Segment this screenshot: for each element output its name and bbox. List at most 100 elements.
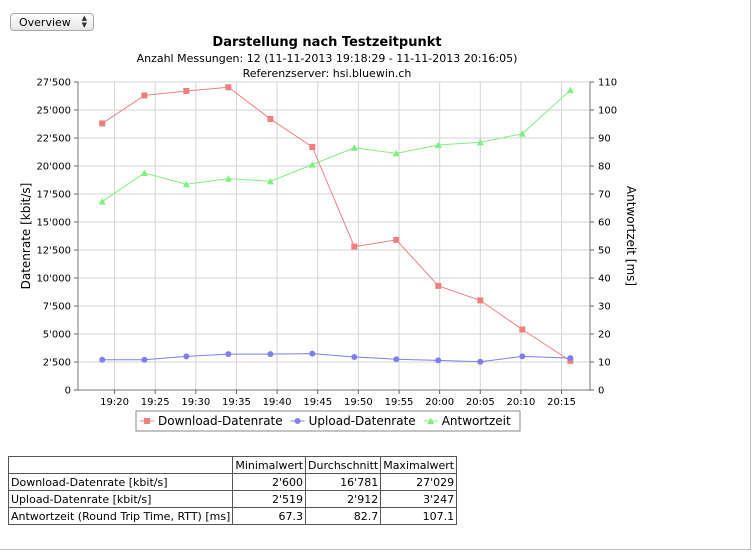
y-tick-label: 7'500	[43, 302, 71, 313]
max-value: 107.1	[380, 507, 458, 525]
data-point	[98, 198, 106, 205]
legend-marker	[427, 417, 435, 424]
x-tick-label: 19:20	[100, 397, 129, 408]
axes: 0 2'500 5'000 7'500 10'000 12'500 15'000 17'500…	[36, 78, 617, 409]
y2-tick-label: 0	[598, 386, 604, 397]
data-point	[477, 358, 484, 365]
series-upload-datenrate	[99, 350, 574, 365]
chart-title: Darstellung nach Testzeitpunkt	[212, 35, 442, 50]
y2-tick-label: 40	[598, 274, 611, 285]
table-header-row: Minimalwert Durchschnitt Maximalwert	[7, 456, 458, 474]
x-tick-label: 19:40	[263, 397, 292, 408]
series-line	[101, 86, 571, 362]
plot-area	[78, 82, 590, 390]
series-line	[102, 353, 571, 363]
data-point	[518, 130, 526, 137]
data-point	[182, 180, 190, 188]
stats-table: Minimalwert Durchschnitt Maximalwert Dow…	[7, 456, 458, 525]
legend-label: Download-Datenrate	[158, 414, 283, 428]
chart: 0 2'500 5'000 7'500 10'000 12'500 15'000 17'500…	[19, 78, 638, 432]
y-tick-label: 17'500	[36, 190, 71, 201]
table-row: Antwortzeit (Round Trip Time, RTT) [ms] …	[7, 507, 458, 525]
series-line	[101, 89, 571, 202]
view-select-value: Overview	[19, 16, 71, 29]
x-tick-label: 20:00	[425, 397, 454, 408]
chart-subtitle: Anzahl Messungen: 12 (11-11-2013 19:18:2…	[136, 52, 518, 65]
y-tick-label: 20'000	[36, 162, 71, 173]
max-value: 3'247	[380, 490, 458, 508]
y2-tick-label: 50	[598, 246, 611, 257]
y2-tick-label: 10	[598, 358, 611, 369]
min-value: 67.3	[232, 507, 307, 525]
data-point	[351, 243, 358, 250]
x-tick-label: 19:35	[222, 397, 251, 408]
x-tick-label: 19:25	[141, 397, 170, 408]
row-label: Upload-Datenrate [kbit/s]	[7, 490, 234, 508]
legend-box	[135, 410, 521, 432]
y-tick-label: 0	[65, 386, 71, 397]
x-tick-label: 19:30	[181, 397, 210, 408]
data-point	[224, 175, 232, 182]
y2-tick-label: 80	[598, 162, 611, 173]
y2-axis-label: Antwortzeit [ms]	[624, 186, 638, 286]
y2-tick-label: 60	[598, 218, 611, 229]
y2-tick-label: 20	[598, 330, 611, 341]
table-row: Download-Datenrate [kbit/s] 2'600 16'781…	[7, 473, 458, 491]
data-point	[477, 297, 484, 304]
data-point	[476, 138, 484, 146]
y-tick-label: 15'000	[36, 218, 71, 229]
data-point	[309, 143, 316, 150]
y-tick-label: 25'000	[36, 106, 71, 117]
y-tick-label: 22'500	[36, 134, 71, 145]
data-point	[435, 282, 442, 289]
data-point	[267, 115, 274, 122]
row-label: Download-Datenrate [kbit/s]	[7, 473, 234, 491]
data-point	[393, 356, 400, 363]
min-value: 2'519	[232, 490, 307, 508]
y-axis-label: Datenrate [kbit/s]	[19, 183, 33, 290]
data-point	[183, 353, 190, 360]
data-point	[434, 141, 442, 148]
x-tick-label: 19:50	[344, 397, 373, 408]
data-point	[140, 169, 148, 176]
legend: Download-Datenrate Upload-Datenrate Antwor…	[135, 410, 521, 432]
series-antwortzeit	[98, 86, 574, 205]
y-tick-label: 10'000	[36, 274, 71, 285]
avg-value: 2'912	[305, 490, 382, 508]
header-cell: Durchschnitt	[305, 456, 382, 474]
data-point	[350, 144, 358, 151]
max-value: 27'029	[380, 473, 458, 491]
data-point	[183, 87, 190, 94]
y2-tick-label: 100	[598, 106, 617, 117]
data-point	[567, 355, 574, 362]
x-tick-label: 19:55	[385, 397, 414, 408]
data-point	[308, 161, 316, 168]
legend-label: Upload-Datenrate	[309, 414, 416, 428]
header-cell	[7, 456, 234, 474]
header-cell: Maximalwert	[380, 456, 458, 474]
y-tick-label: 12'500	[36, 246, 71, 257]
row-label: Antwortzeit (Round Trip Time, RTT) [ms]	[7, 507, 234, 525]
avg-value: 16'781	[305, 473, 382, 491]
min-value: 2'600	[232, 473, 307, 491]
x-tick-label: 19:45	[303, 397, 332, 408]
data-point	[266, 177, 274, 185]
data-point	[519, 353, 526, 360]
y-tick-label: 2'500	[43, 358, 71, 369]
legend-label: Antwortzeit	[442, 414, 511, 428]
y2-tick-label: 110	[598, 78, 617, 89]
reference-server: Referenzserver: hsi.bluewin.ch	[242, 67, 412, 80]
data-point	[99, 120, 106, 127]
data-point	[519, 326, 526, 333]
data-point	[351, 353, 358, 360]
header-cell: Minimalwert	[232, 456, 307, 474]
y2-tick-label: 30	[598, 302, 611, 313]
data-point	[393, 236, 400, 243]
legend-marker	[294, 418, 301, 424]
view-select[interactable]: Overview ▲ ▼	[10, 13, 94, 31]
data-point	[225, 84, 232, 91]
data-point	[225, 351, 232, 358]
y-tick-label: 5'000	[43, 330, 71, 341]
data-point	[309, 350, 316, 357]
